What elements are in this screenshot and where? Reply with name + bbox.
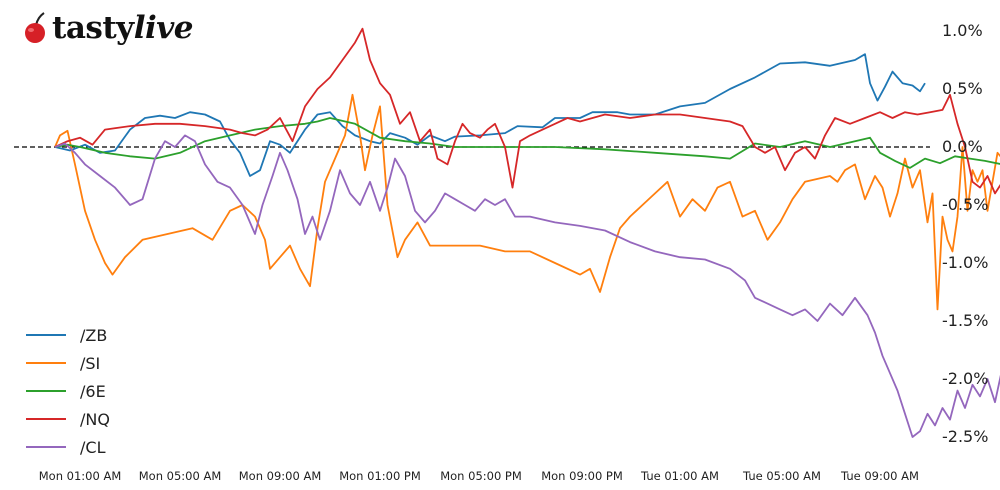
legend-item-zb: /ZB	[26, 321, 110, 349]
y-tick-label: -2.0%	[942, 369, 989, 388]
legend-swatch	[26, 446, 66, 448]
cherry-icon	[25, 12, 45, 43]
legend-swatch	[26, 362, 66, 364]
tastylive-logo: tastylive	[22, 8, 194, 48]
y-tick-label: -0.5%	[942, 195, 989, 214]
legend-label: /CL	[80, 437, 106, 457]
legend-swatch	[26, 334, 66, 336]
series-layer	[54, 27, 1000, 438]
series-line-cl	[54, 134, 1000, 438]
x-tick-label: Tue 09:00 AM	[841, 469, 919, 483]
y-tick-label: -1.0%	[942, 253, 989, 272]
x-tick-label: Mon 05:00 AM	[138, 469, 222, 483]
legend-item-cl: /CL	[26, 433, 110, 461]
legend-label: /SI	[80, 353, 101, 373]
x-tick-label: Mon 01:00 AM	[38, 469, 122, 483]
y-tick-label: -1.5%	[942, 311, 989, 330]
y-tick-label: -2.5%	[942, 427, 989, 446]
legend-label: /ZB	[80, 325, 108, 345]
legend-label: /NQ	[80, 409, 110, 429]
logo-text-tasty: tasty	[52, 10, 134, 46]
legend-swatch	[26, 418, 66, 420]
legend-label: /6E	[80, 381, 106, 401]
x-tick-label: Mon 05:00 PM	[440, 469, 522, 483]
legend-item-nq: /NQ	[26, 405, 110, 433]
series-line-nq	[54, 27, 1000, 195]
y-tick-label: 0.5%	[942, 79, 983, 98]
y-tick-label: 1.0%	[942, 21, 983, 40]
logo-wordmark: tastylive	[52, 10, 194, 46]
legend-item-6e: /6E	[26, 377, 110, 405]
series-line-6e	[54, 117, 1000, 169]
legend-swatch	[26, 390, 66, 392]
x-tick-label: Mon 01:00 PM	[339, 469, 421, 483]
x-tick-label: Tue 01:00 AM	[641, 469, 719, 483]
logo-text-live: live	[133, 10, 194, 46]
x-tick-label: Tue 05:00 AM	[743, 469, 821, 483]
y-tick-label: 0.0%	[942, 137, 983, 156]
x-tick-label: Mon 09:00 PM	[541, 469, 623, 483]
x-tick-label: Mon 09:00 AM	[238, 469, 322, 483]
chart-legend: /ZB /SI /6E /NQ /CL	[26, 321, 110, 461]
series-line-si	[54, 93, 1000, 311]
series-line-zb	[54, 53, 926, 177]
legend-item-si: /SI	[26, 349, 110, 377]
